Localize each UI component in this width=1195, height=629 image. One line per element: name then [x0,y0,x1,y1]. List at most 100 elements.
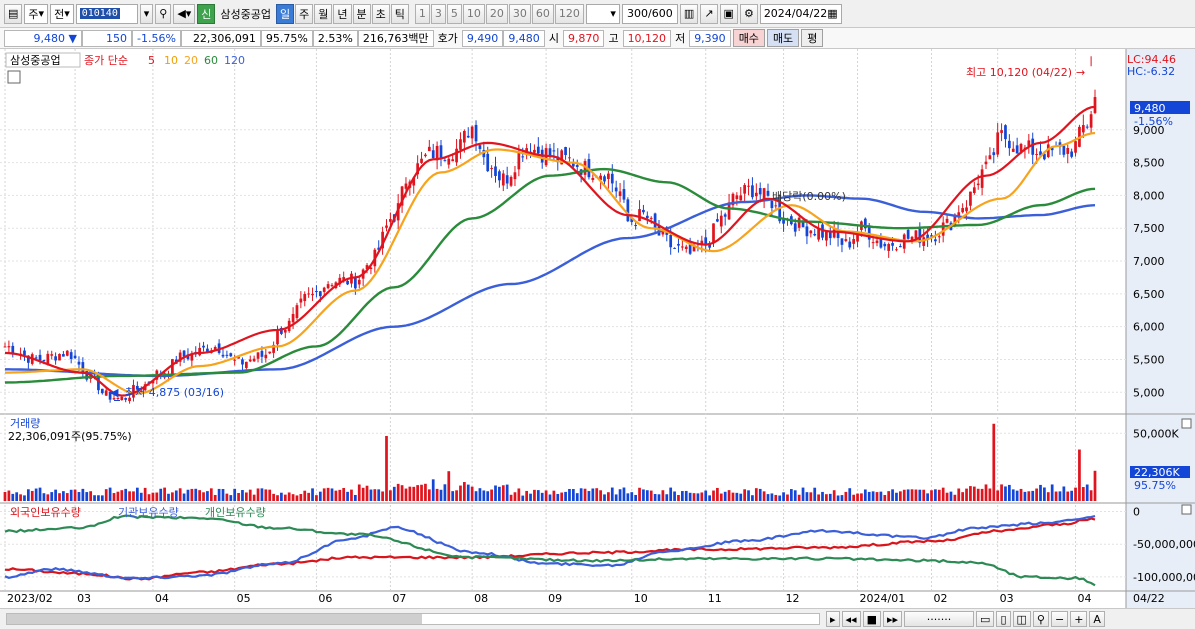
candle-body [443,160,447,162]
scroll-first-icon[interactable]: ◂◂ [841,611,861,627]
volume-bar [389,490,392,501]
tools-icon[interactable]: ↗ [700,3,718,24]
volume-bar [934,489,937,501]
volume-bar [684,490,688,501]
candle-body [840,238,844,245]
scroll-last-icon[interactable]: ▸▸ [882,611,903,627]
period-tab-3[interactable]: 년 [333,3,352,24]
candle-body [1062,145,1066,155]
volume-bar [607,492,610,501]
menu-icon[interactable]: ▤ [4,3,23,24]
change-percent: -1.56% [132,29,181,47]
candle-body [225,354,229,356]
chart-background [0,49,1195,608]
minute-tab-1[interactable]: 1 [414,3,430,24]
candle-body [856,232,859,242]
volume-bar [965,488,968,501]
candle-body [758,188,762,195]
save-icon[interactable]: ▣ [719,3,738,24]
zoom-in-icon[interactable]: + [1070,611,1088,627]
volume-bar [634,494,638,501]
layout-icon[interactable]: ▭ [976,611,995,627]
candle-body [120,396,124,401]
volume-bar [139,492,143,501]
chart-area[interactable]: 2023/02 03 04 05 06 07 08 09 10 11 12 2024/01 02 03 04… [0,49,1195,608]
candle-body [972,187,976,194]
zoom-icon[interactable]: ⚲ [1032,611,1049,627]
volume-bar [431,479,435,501]
candle-body [661,228,665,235]
split-icon[interactable]: ◫ [1012,611,1031,627]
period-tab-6[interactable]: 틱 [390,3,409,24]
candle-body [11,345,15,354]
chevron-down-icon: ▾ [38,7,45,20]
custom-period-input[interactable]: ▾ [585,3,620,24]
minute-tab-10[interactable]: 10 [462,3,485,24]
period-tab-2[interactable]: 월 [314,3,333,24]
minute-tab-3[interactable]: 3 [430,3,446,24]
minute-tab-30[interactable]: 30 [508,3,531,24]
auto-scale-icon[interactable]: A [1089,611,1105,627]
compare-icon[interactable]: ▯ [996,611,1011,627]
table-icon[interactable] [7,70,21,84]
volume-bar [11,493,15,501]
gear-icon[interactable]: ⚙ [739,3,758,24]
candle-body [42,360,46,362]
count-input[interactable]: 300/600 [621,3,678,24]
volume-bar [81,488,85,501]
search-icon[interactable]: ⚲ [155,3,172,24]
volume-bar [46,494,50,501]
flat-button[interactable]: 평 [801,29,824,47]
volume-bar [575,493,579,501]
market-type-select[interactable]: 주 ▾ [24,3,49,24]
minute-tab-20[interactable]: 20 [485,3,508,24]
scroll-right-icon[interactable]: ▸ [826,611,840,627]
volume-bar [910,489,914,501]
volume-bar [73,489,77,501]
candle-body [342,277,346,282]
candle-body [3,346,7,348]
minute-tab-5[interactable]: 5 [446,3,462,24]
bottom-scroll-bar[interactable]: ▸ ◂◂ ■ ▸▸ ······· ▭ ▯ ◫ ⚲ − + A [0,608,1195,629]
candle-body [369,267,373,270]
candle-type-icon[interactable]: ▥ [679,3,699,24]
date-input[interactable]: 2024/04/22 ▦ [759,3,842,24]
minute-tab-120[interactable]: 120 [554,3,584,24]
scrollbar-track[interactable] [6,613,820,625]
speaker-icon[interactable]: ◀▾ [173,3,196,24]
candle-body [603,176,606,182]
candle-body [626,199,630,222]
candle-body [112,398,116,400]
minute-tab-60[interactable]: 60 [531,3,554,24]
period-tab-5[interactable]: 초 [371,3,390,24]
lc-label: LC:94.46 [1127,53,1176,66]
sell-button[interactable]: 매도 [766,29,800,47]
candle-body [244,361,248,368]
period-tab-1[interactable]: 주 [295,3,314,24]
code-dropdown-button[interactable]: ▾ [139,3,154,24]
candle-body [81,362,85,374]
zoom-slider[interactable]: ······· [904,611,975,627]
volume-bar [630,492,634,501]
stock-code-input[interactable]: 010140 [75,3,138,24]
volume-bar [844,491,848,501]
stop-icon[interactable]: ■ [862,611,881,627]
candle-body [922,237,926,246]
candle-body [731,193,735,206]
buy-button[interactable]: 매수 [732,29,765,47]
zoom-out-icon[interactable]: − [1050,611,1069,627]
volume-bar [723,491,727,501]
scrollbar-thumb[interactable] [7,614,422,624]
period-tab-0[interactable]: 일 [276,3,295,24]
panel-close-icon [1181,504,1192,515]
volume-bar [241,490,244,501]
candle-body [891,243,894,246]
volume-value-text: 22,306,091주(95.75%) [8,430,132,443]
candle-body [501,173,505,186]
volume-bar [587,491,591,501]
candle-body [1058,142,1062,147]
prev-select[interactable]: 전 ▾ [50,3,74,24]
volume-bar [42,493,46,501]
period-tab-4[interactable]: 분 [352,3,371,24]
calendar-icon[interactable]: ▦ [827,7,838,20]
